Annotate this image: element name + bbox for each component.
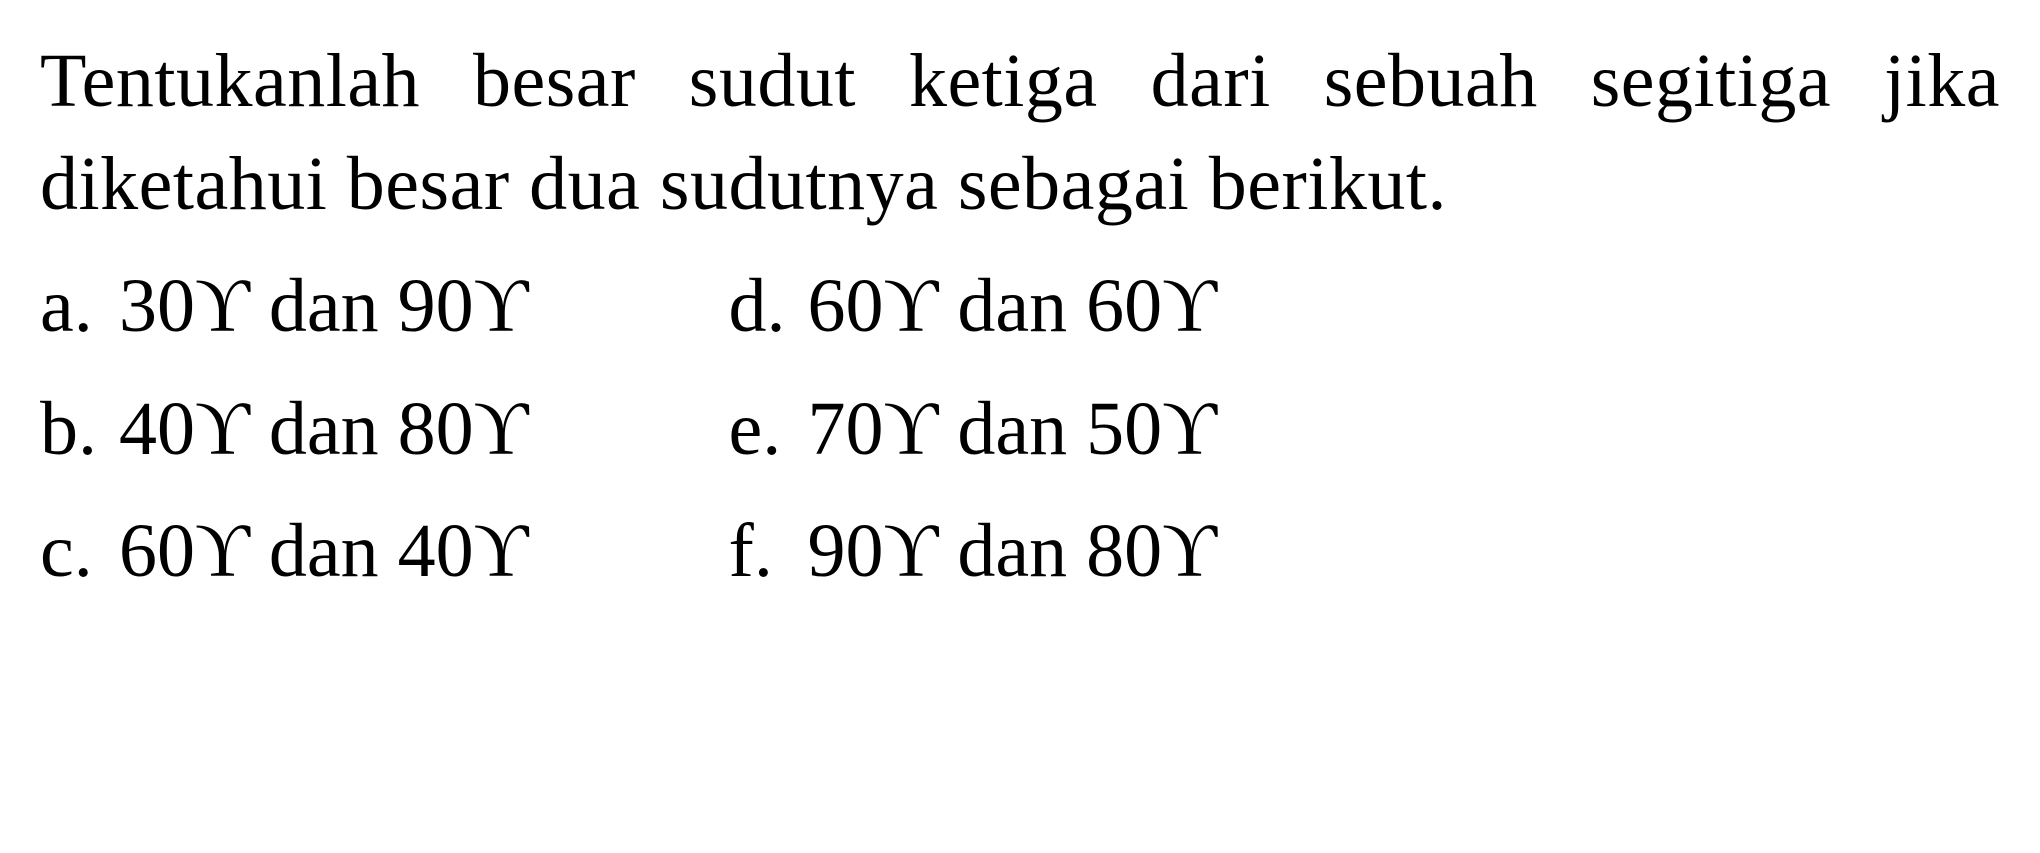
option-text: 40ϒ dan 80ϒ — [119, 387, 529, 471]
option-label: c. — [40, 500, 100, 603]
options-container: a. 30ϒ dan 90ϒ b. 40ϒ dan 80ϒ c. 60ϒ dan… — [40, 255, 2000, 603]
option-label: f. — [729, 500, 789, 603]
options-left-column: a. 30ϒ dan 90ϒ b. 40ϒ dan 80ϒ c. 60ϒ dan… — [40, 255, 529, 603]
option-label: d. — [729, 255, 789, 358]
option-a: a. 30ϒ dan 90ϒ — [40, 255, 529, 358]
option-label: e. — [729, 378, 789, 481]
options-right-column: d. 60ϒ dan 60ϒ e. 70ϒ dan 50ϒ f. 90ϒ dan… — [729, 255, 1218, 603]
option-text: 90ϒ dan 80ϒ — [808, 509, 1218, 593]
option-c: c. 60ϒ dan 40ϒ — [40, 500, 529, 603]
option-text: 60ϒ dan 40ϒ — [119, 509, 529, 593]
option-b: b. 40ϒ dan 80ϒ — [40, 378, 529, 481]
question-text: Tentukanlah besar sudut ketiga dari sebu… — [40, 30, 2000, 235]
option-e: e. 70ϒ dan 50ϒ — [729, 378, 1218, 481]
option-d: d. 60ϒ dan 60ϒ — [729, 255, 1218, 358]
option-f: f. 90ϒ dan 80ϒ — [729, 500, 1218, 603]
option-text: 30ϒ dan 90ϒ — [119, 264, 529, 348]
option-text: 60ϒ dan 60ϒ — [808, 264, 1218, 348]
option-label: a. — [40, 255, 100, 358]
option-label: b. — [40, 378, 100, 481]
option-text: 70ϒ dan 50ϒ — [808, 387, 1218, 471]
